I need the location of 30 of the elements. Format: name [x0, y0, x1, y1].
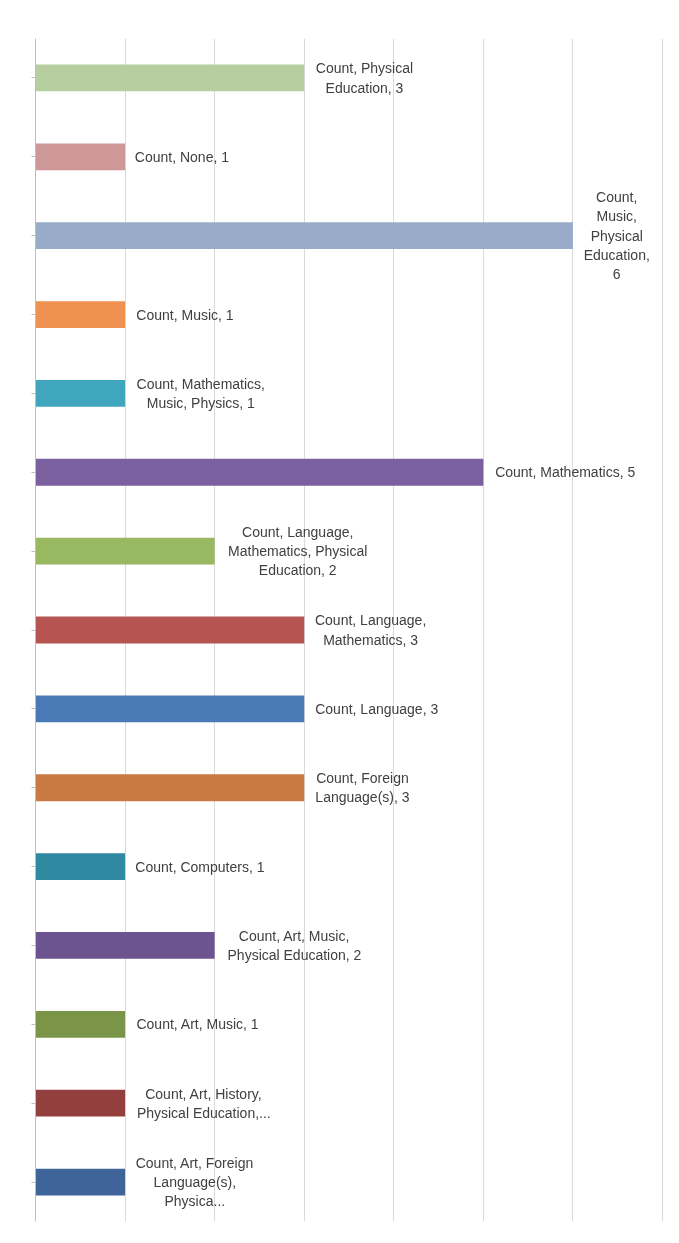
bar — [35, 695, 305, 723]
bar — [35, 1089, 126, 1117]
data-label: Count, Physical Education, 3 — [315, 60, 414, 96]
data-label: Count, Art, History, Physical Education,... — [136, 1085, 271, 1121]
bar — [35, 1010, 126, 1038]
data-label: Count, Music, 1 — [136, 306, 234, 323]
data-label: Count, Language, 3 — [315, 700, 439, 717]
bar — [35, 64, 305, 92]
bar — [35, 458, 484, 486]
data-label: Count, Art, Foreign Language(s), Physica... — [135, 1154, 254, 1210]
bar — [35, 222, 573, 250]
data-label: Count, None, 1 — [134, 148, 230, 165]
bar — [35, 932, 215, 959]
data-label: Count, Mathematics, 5 — [495, 464, 636, 481]
data-label: Count, Foreign Language(s), 3 — [315, 770, 410, 806]
bar — [35, 143, 126, 171]
data-label: Count, Mathematics, Music, Physics, 1 — [136, 375, 265, 411]
data-label: Count, Language, Mathematics, 3 — [314, 612, 427, 648]
data-label: Count, Music, Physical Education, 6 — [583, 189, 650, 283]
data-label: Count, Language, Mathematics, Physical Education, 2 — [228, 523, 368, 579]
bar — [35, 853, 126, 881]
bar — [35, 379, 126, 407]
bar — [35, 616, 305, 644]
data-label: Count, Art, Music, Physical Education, 2 — [227, 927, 362, 964]
data-label: Count, Computers, 1 — [135, 858, 265, 875]
bar — [35, 1168, 126, 1196]
bar — [35, 537, 215, 565]
data-label: Count, Art, Music, 1 — [136, 1016, 259, 1033]
bar — [35, 301, 126, 328]
bar — [35, 774, 305, 802]
